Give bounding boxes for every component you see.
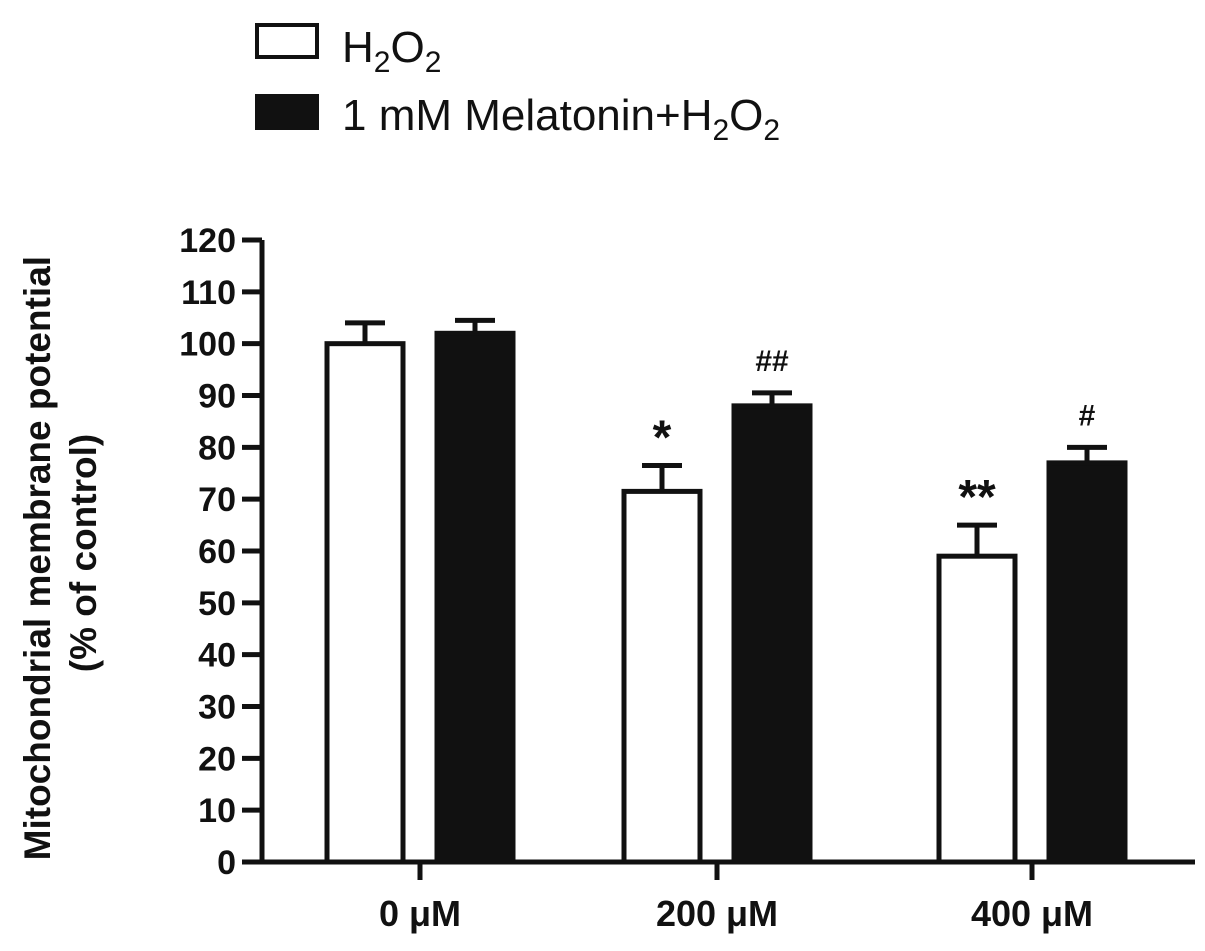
significance-marker: ## bbox=[755, 345, 789, 378]
bar-h2o2-2 bbox=[936, 553, 1018, 865]
y-ticks: 0 10 20 30 40 50 60 70 80 90 100 110 120 bbox=[179, 222, 262, 882]
y-tick-label: 120 bbox=[179, 222, 236, 260]
significance-marker: # bbox=[1079, 399, 1096, 432]
y-tick-label: 70 bbox=[198, 481, 236, 519]
y-tick-label: 80 bbox=[198, 429, 236, 467]
significance-marker: ** bbox=[958, 471, 996, 524]
bar-melatonin-1 bbox=[731, 403, 813, 865]
x-tick-labels: 0 μM 200 μM 400 μM bbox=[379, 862, 1093, 934]
significance-marker: * bbox=[653, 411, 672, 464]
x-tick-label: 0 μM bbox=[379, 893, 461, 934]
y-axis-label: Mitochondrial membrane potential (% of c… bbox=[17, 246, 104, 861]
y-tick-label: 40 bbox=[198, 637, 236, 675]
y-tick-label: 50 bbox=[198, 585, 236, 623]
y-tick-label: 60 bbox=[198, 533, 236, 571]
bar-melatonin-0 bbox=[434, 330, 516, 865]
y-tick-label: 20 bbox=[198, 740, 236, 778]
y-tick-label: 90 bbox=[198, 378, 236, 416]
y-tick-label: 30 bbox=[198, 689, 236, 727]
legend-label-h2o2: H2O2 bbox=[342, 23, 441, 79]
y-tick-label: 10 bbox=[198, 792, 236, 830]
bar-h2o2-0 bbox=[324, 341, 406, 865]
significance-annotations: * ## ** # bbox=[653, 345, 1096, 524]
error-bars bbox=[345, 317, 1107, 557]
y-tick-label: 0 bbox=[217, 844, 236, 882]
x-tick-label: 400 μM bbox=[971, 893, 1093, 934]
y-tick-label: 110 bbox=[181, 274, 236, 312]
legend-swatch-melatonin bbox=[255, 94, 319, 130]
legend: H2O2 1 mM Melatonin+H2O2 bbox=[255, 23, 780, 147]
bar-h2o2-1 bbox=[621, 488, 703, 865]
y-tick-label: 100 bbox=[179, 326, 236, 364]
bars bbox=[324, 330, 1128, 865]
legend-swatch-h2o2 bbox=[255, 23, 319, 59]
x-tick-label: 200 μM bbox=[656, 893, 778, 934]
legend-label-melatonin: 1 mM Melatonin+H2O2 bbox=[342, 91, 780, 147]
bar-melatonin-2 bbox=[1046, 460, 1128, 865]
